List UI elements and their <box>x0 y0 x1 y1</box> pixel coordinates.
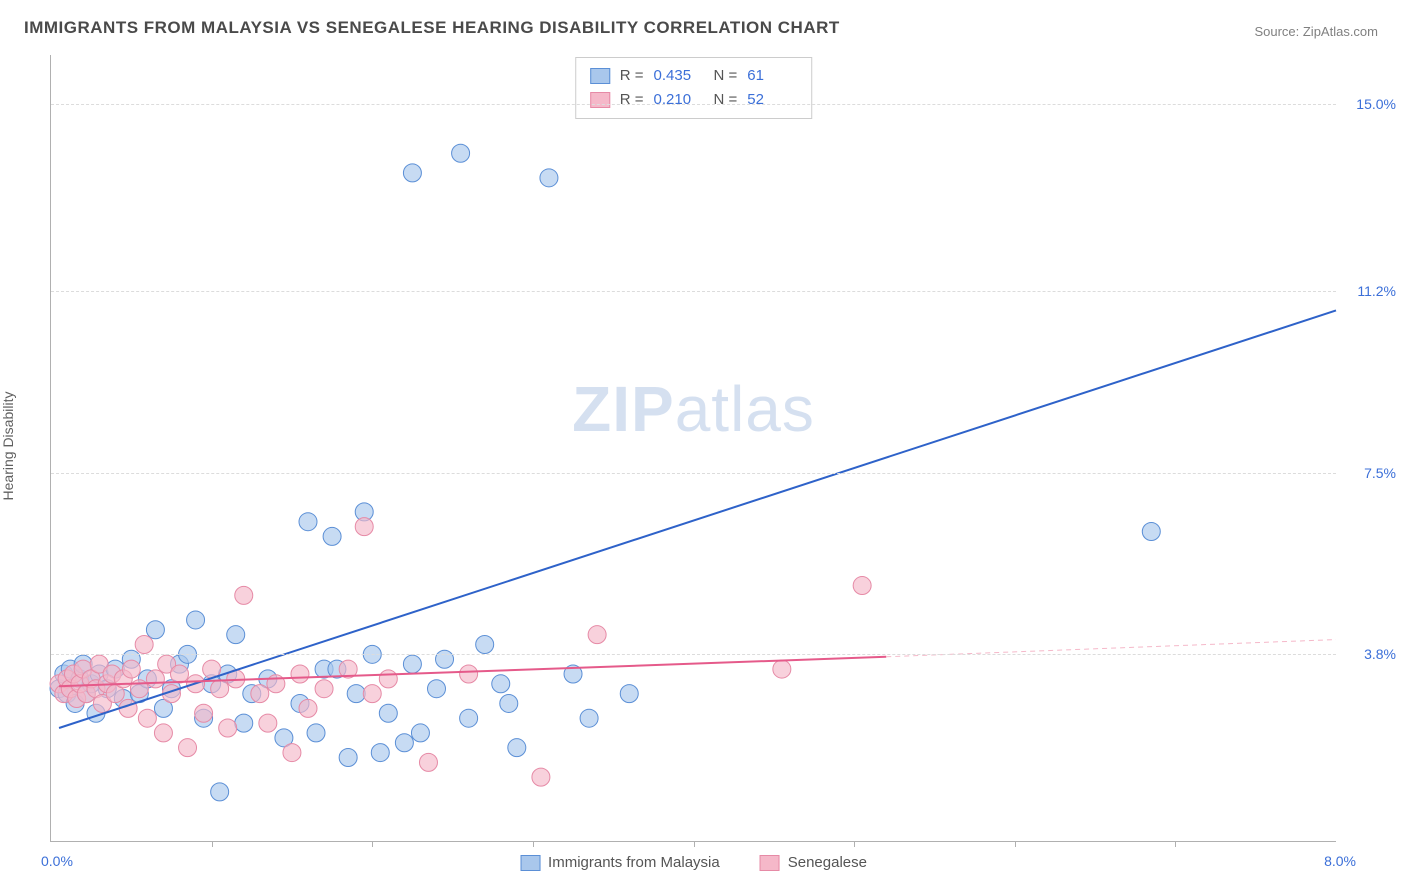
data-point <box>508 739 526 757</box>
swatch-malaysia <box>590 68 610 84</box>
y-axis-label: Hearing Disability <box>0 392 16 501</box>
gridline <box>51 654 1336 655</box>
data-point <box>299 699 317 717</box>
legend-item-senegalese: Senegalese <box>760 854 867 871</box>
data-point <box>460 709 478 727</box>
data-point <box>187 611 205 629</box>
x-max-label: 8.0% <box>1324 853 1356 869</box>
data-point <box>428 680 446 698</box>
data-point <box>122 660 140 678</box>
source-link[interactable]: ZipAtlas.com <box>1303 24 1378 39</box>
legend-label-malaysia: Immigrants from Malaysia <box>548 854 720 871</box>
data-point <box>379 704 397 722</box>
data-point <box>146 621 164 639</box>
gridline <box>51 104 1336 105</box>
source-prefix: Source: <box>1254 24 1302 39</box>
swatch-senegalese <box>590 92 610 108</box>
data-point <box>436 650 454 668</box>
y-tick-label: 7.5% <box>1346 465 1396 481</box>
data-point <box>235 586 253 604</box>
x-tick <box>854 841 855 847</box>
data-point <box>235 714 253 732</box>
x-tick <box>533 841 534 847</box>
x-tick <box>1175 841 1176 847</box>
y-tick-label: 15.0% <box>1346 96 1396 112</box>
data-point <box>195 704 213 722</box>
data-point <box>211 680 229 698</box>
x-origin-label: 0.0% <box>41 853 73 869</box>
legend-row-malaysia: R = 0.435 N = 61 <box>590 64 798 88</box>
data-point <box>339 748 357 766</box>
data-point <box>259 714 277 732</box>
data-point <box>135 636 153 654</box>
data-point <box>371 744 389 762</box>
data-point <box>476 636 494 654</box>
swatch-malaysia-bottom <box>520 855 540 871</box>
data-point <box>452 144 470 162</box>
data-point <box>419 753 437 771</box>
data-point <box>540 169 558 187</box>
data-point <box>283 744 301 762</box>
data-point <box>347 685 365 703</box>
chart-svg <box>51 55 1336 841</box>
x-tick <box>1015 841 1016 847</box>
data-point <box>323 527 341 545</box>
data-point <box>588 626 606 644</box>
data-point <box>620 685 638 703</box>
legend-item-malaysia: Immigrants from Malaysia <box>520 854 720 871</box>
chart-plot-area: ZIPatlas R = 0.435 N = 61 R = 0.210 N = … <box>50 55 1336 842</box>
data-point <box>171 665 189 683</box>
data-point <box>395 734 413 752</box>
data-point <box>307 724 325 742</box>
data-point <box>179 739 197 757</box>
legend-label-senegalese: Senegalese <box>788 854 867 871</box>
data-point <box>251 685 269 703</box>
data-point <box>363 685 381 703</box>
legend-row-senegalese: R = 0.210 N = 52 <box>590 88 798 112</box>
data-point <box>299 513 317 531</box>
data-point <box>146 670 164 688</box>
data-point <box>227 626 245 644</box>
data-point <box>500 694 518 712</box>
data-point <box>853 577 871 595</box>
data-point <box>154 724 172 742</box>
swatch-senegalese-bottom <box>760 855 780 871</box>
data-point <box>403 164 421 182</box>
data-point <box>291 665 309 683</box>
data-point <box>379 670 397 688</box>
x-tick <box>212 841 213 847</box>
data-point <box>411 724 429 742</box>
n-value-malaysia: 61 <box>747 64 797 88</box>
data-point <box>460 665 478 683</box>
n-label: N = <box>714 64 738 88</box>
r-value-senegalese: 0.210 <box>654 88 704 112</box>
r-label: R = <box>620 88 644 112</box>
series-legend: Immigrants from Malaysia Senegalese <box>520 854 867 871</box>
data-point <box>492 675 510 693</box>
data-point <box>138 709 156 727</box>
n-value-senegalese: 52 <box>747 88 797 112</box>
r-label: R = <box>620 64 644 88</box>
n-label: N = <box>714 88 738 112</box>
data-point <box>211 783 229 801</box>
data-point <box>355 518 373 536</box>
y-tick-label: 11.2% <box>1346 283 1396 299</box>
data-point <box>219 719 237 737</box>
trend-line <box>59 310 1336 728</box>
data-point <box>532 768 550 786</box>
data-point <box>773 660 791 678</box>
correlation-legend: R = 0.435 N = 61 R = 0.210 N = 52 <box>575 57 813 119</box>
y-tick-label: 3.8% <box>1346 646 1396 662</box>
x-tick <box>372 841 373 847</box>
data-point <box>580 709 598 727</box>
x-tick <box>694 841 695 847</box>
data-point <box>403 655 421 673</box>
chart-title: IMMIGRANTS FROM MALAYSIA VS SENEGALESE H… <box>24 18 840 38</box>
r-value-malaysia: 0.435 <box>654 64 704 88</box>
data-point <box>1142 523 1160 541</box>
source-credit: Source: ZipAtlas.com <box>1254 24 1378 39</box>
gridline <box>51 473 1336 474</box>
data-point <box>315 680 333 698</box>
gridline <box>51 291 1336 292</box>
